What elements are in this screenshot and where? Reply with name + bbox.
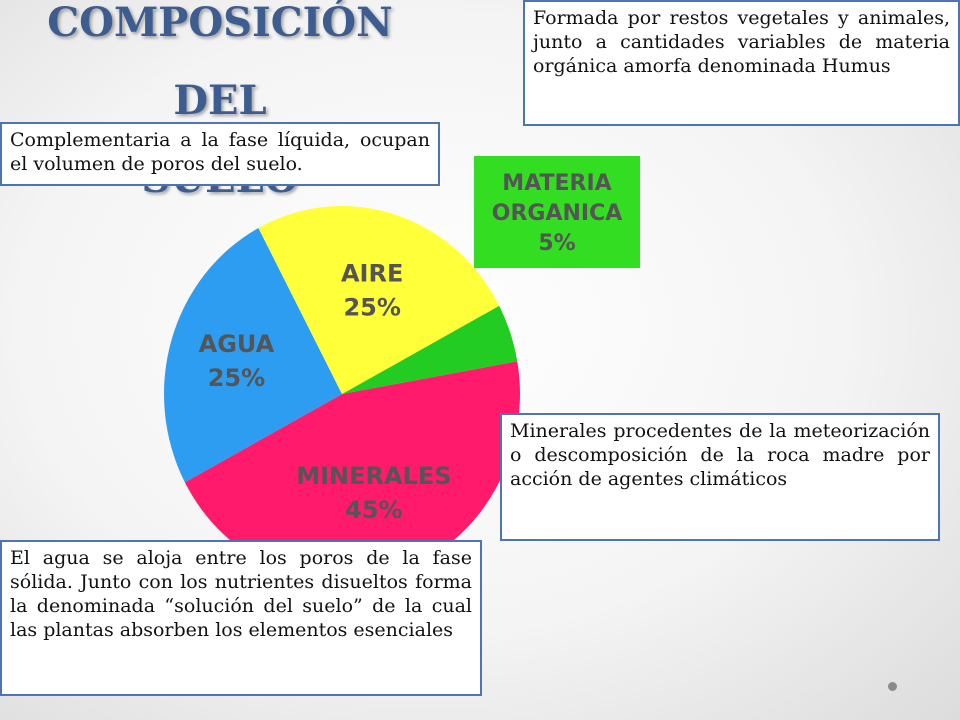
slice-label-organic-matter: MATERIA ORGANICA 5% [492,171,623,256]
air-note: Complementaria a la fase líquida, ocupan… [0,122,440,186]
slide-dot-icon [888,682,897,691]
pie-slice-water [164,228,342,483]
organic-matter-note: Formada por restos vegetales y animales,… [523,0,960,126]
slice-label-air: AIRE 25% [341,260,403,322]
minerals-note: Minerales procedentes de la meteorizació… [500,413,940,541]
pie-slice-minerals [184,361,520,582]
slice-label-minerals: MINERALES 45% [296,462,451,524]
title-line-1: COMPOSICIÓN DEL [47,0,393,124]
pie-slice-air [258,206,500,394]
slice-label-water: AGUA 25% [199,330,275,392]
pie-slice-organic-matter [342,305,518,394]
water-note: El agua se aloja entre los poros de la f… [0,540,482,696]
organic-matter-callout-box [474,156,640,268]
